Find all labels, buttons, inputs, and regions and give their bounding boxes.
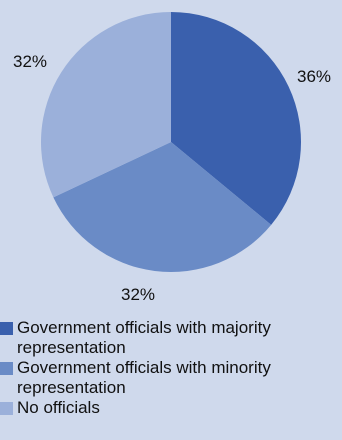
slice-label-minority: 32% bbox=[121, 285, 155, 304]
legend-swatch-minority bbox=[0, 362, 13, 375]
pie-chart: 36% 32% 32% bbox=[13, 12, 331, 304]
legend-label-minority: Government officials with minority repre… bbox=[17, 358, 271, 397]
pie-slice-minority bbox=[53, 142, 272, 272]
legend: Government officials with majority repre… bbox=[0, 318, 342, 418]
legend-label-no-officials: No officials bbox=[17, 398, 100, 417]
legend-label-majority: Government officials with majority repre… bbox=[17, 318, 271, 357]
pie-slice-majority bbox=[171, 12, 301, 225]
slice-label-no-officials: 32% bbox=[13, 52, 47, 71]
pie-slice-no-officials bbox=[41, 12, 172, 198]
legend-item-minority: Government officials with minority repre… bbox=[0, 358, 342, 398]
legend-swatch-majority bbox=[0, 322, 13, 335]
legend-item-no-officials: No officials bbox=[0, 398, 342, 418]
slice-label-majority: 36% bbox=[297, 67, 331, 86]
legend-swatch-no-officials bbox=[0, 402, 13, 415]
legend-item-majority: Government officials with majority repre… bbox=[0, 318, 342, 358]
